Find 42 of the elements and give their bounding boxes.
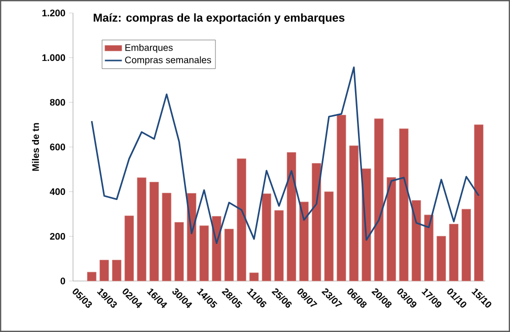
bar <box>87 272 96 282</box>
bar <box>262 194 272 282</box>
legend-label: Compras semanales <box>125 56 212 66</box>
bar <box>174 222 184 282</box>
bar <box>212 216 222 282</box>
bar <box>336 114 346 282</box>
bar <box>424 214 434 282</box>
bar <box>112 260 122 282</box>
bar <box>436 236 446 282</box>
y-tick-label: 200 <box>50 232 66 240</box>
bar <box>349 146 359 282</box>
y-tick-label: 0 <box>60 278 66 284</box>
y-tick-label: 600 <box>50 144 66 150</box>
bar <box>199 225 209 282</box>
y-tick-label: 1.000 <box>42 54 66 62</box>
bar <box>150 182 159 282</box>
bar <box>312 163 322 282</box>
bar <box>286 152 296 282</box>
bar <box>299 202 309 282</box>
y-tick-label: 800 <box>50 98 66 106</box>
bar <box>274 210 284 282</box>
bar <box>162 192 172 282</box>
bar <box>412 200 421 282</box>
legend-label: Embarques <box>125 44 173 53</box>
y-tick-label: 400 <box>50 188 66 196</box>
bar <box>224 228 234 282</box>
bar <box>474 124 484 282</box>
bar <box>449 224 458 282</box>
chart-title: Maíz: compras de la exportación y embarques <box>94 13 344 24</box>
bar <box>124 216 134 282</box>
bar <box>137 177 146 282</box>
y-tick-label: 1.200 <box>42 10 66 16</box>
bar <box>386 177 396 282</box>
bar <box>374 118 384 282</box>
y-axis-title: Miles de tn <box>32 123 39 171</box>
line-series <box>90 66 480 244</box>
bar <box>324 192 334 282</box>
bar <box>249 272 259 282</box>
bar <box>399 128 408 282</box>
bar <box>100 260 109 282</box>
bar <box>236 158 246 282</box>
bar <box>462 208 471 282</box>
